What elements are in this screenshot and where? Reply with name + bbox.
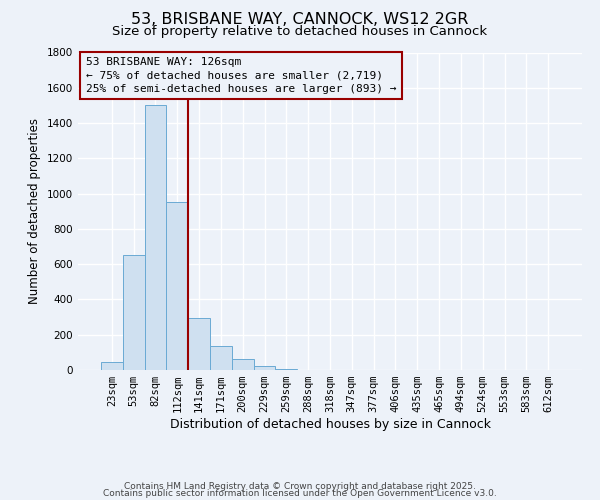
Y-axis label: Number of detached properties: Number of detached properties (28, 118, 41, 304)
Bar (210, 346, 232, 370)
Text: 53 BRISBANE WAY: 126sqm
← 75% of detached houses are smaller (2,719)
25% of semi: 53 BRISBANE WAY: 126sqm ← 75% of detache… (86, 58, 396, 94)
Bar (166, 202, 188, 370)
Text: Contains public sector information licensed under the Open Government Licence v3: Contains public sector information licen… (103, 489, 497, 498)
X-axis label: Distribution of detached houses by size in Cannock: Distribution of detached houses by size … (170, 418, 491, 431)
Bar (101, 362, 123, 370)
Text: 53, BRISBANE WAY, CANNOCK, WS12 2GR: 53, BRISBANE WAY, CANNOCK, WS12 2GR (131, 12, 469, 28)
Bar (275, 369, 297, 370)
Bar (145, 106, 166, 370)
Text: Size of property relative to detached houses in Cannock: Size of property relative to detached ho… (112, 25, 488, 38)
Text: Contains HM Land Registry data © Crown copyright and database right 2025.: Contains HM Land Registry data © Crown c… (124, 482, 476, 491)
Bar (254, 366, 275, 370)
Bar (188, 318, 210, 370)
Bar (232, 358, 254, 370)
Bar (123, 256, 145, 370)
